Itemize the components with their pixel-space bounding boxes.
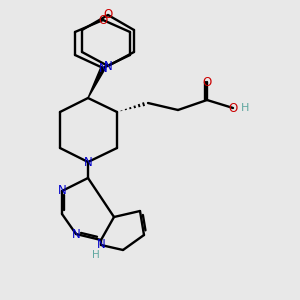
Text: N: N	[103, 59, 112, 73]
Text: N: N	[97, 238, 105, 251]
Polygon shape	[88, 67, 105, 98]
Text: N: N	[58, 184, 66, 197]
Text: O: O	[103, 8, 112, 22]
Text: O: O	[202, 76, 211, 88]
Text: N: N	[99, 61, 107, 74]
Text: H: H	[241, 103, 249, 113]
Text: O: O	[228, 101, 238, 115]
Text: N: N	[72, 227, 80, 241]
Text: N: N	[84, 155, 92, 169]
Text: H: H	[92, 250, 100, 260]
Text: O: O	[98, 14, 108, 26]
